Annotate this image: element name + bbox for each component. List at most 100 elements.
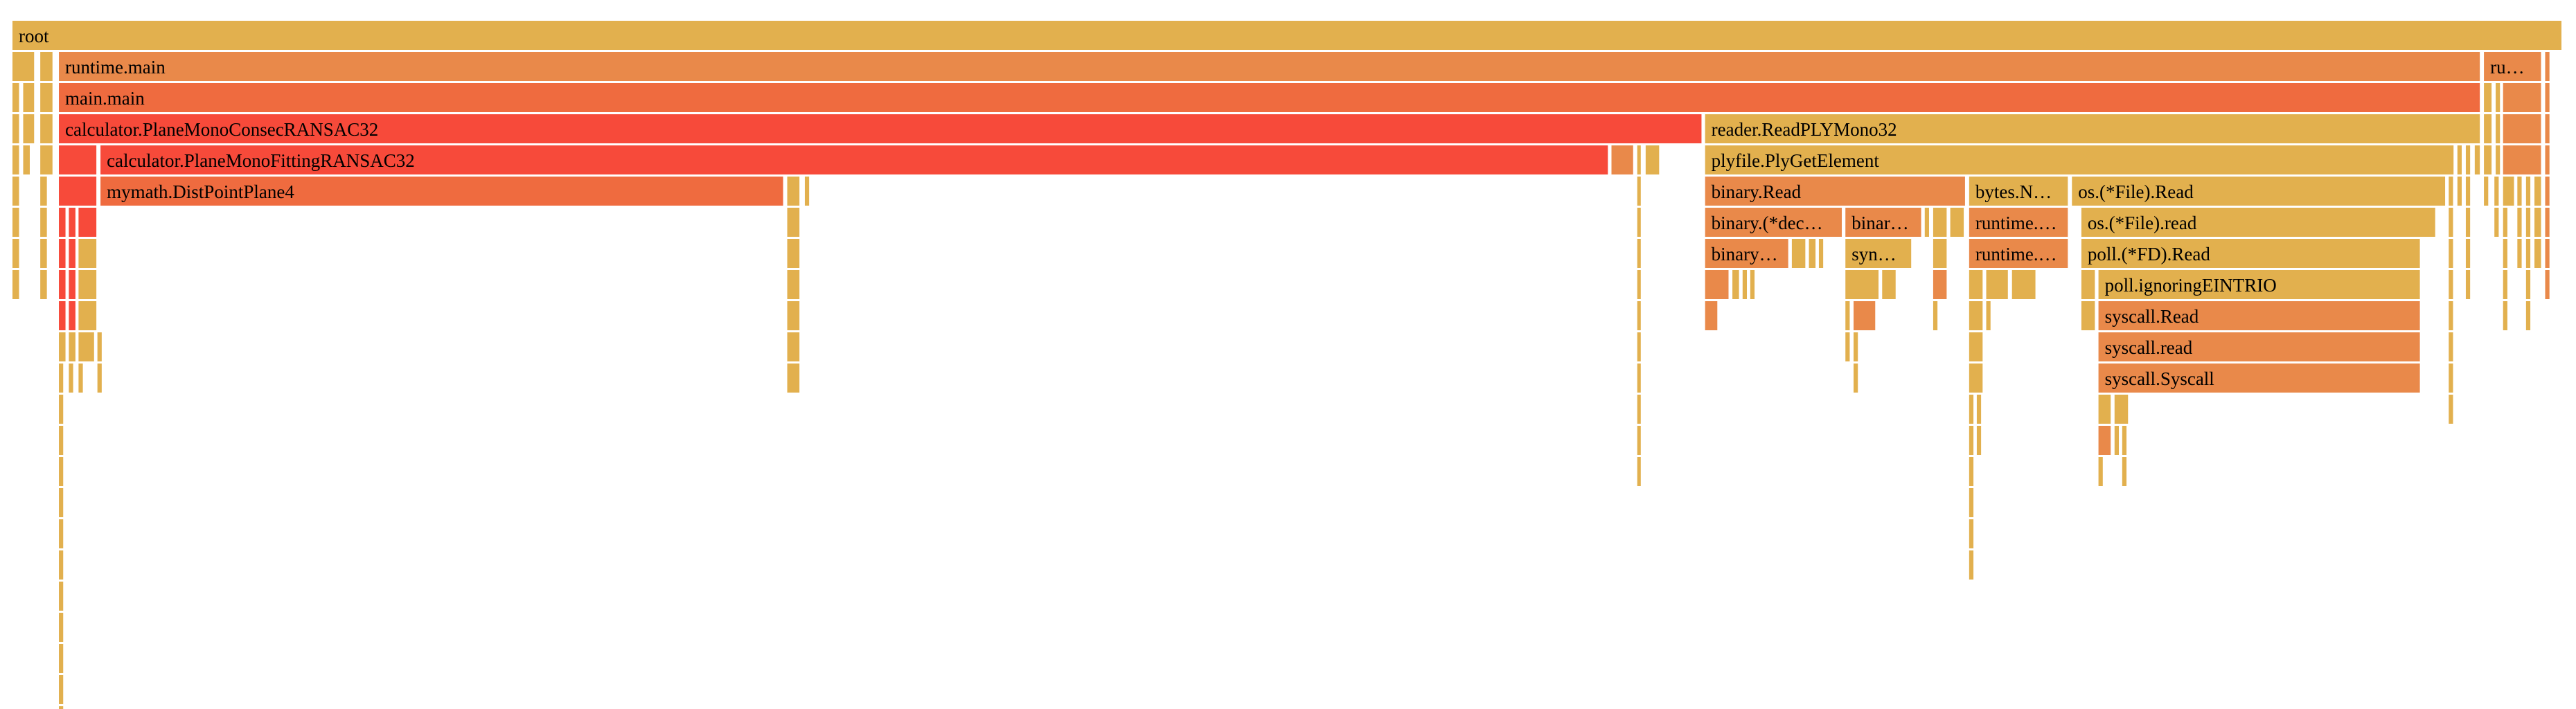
frame[interactable] — [2114, 395, 2129, 424]
frame[interactable] — [59, 519, 64, 548]
frame[interactable] — [2503, 239, 2507, 268]
frame[interactable] — [78, 364, 83, 393]
frame-bar[interactable] — [2545, 83, 2550, 112]
frame-bar[interactable] — [59, 426, 64, 455]
frame[interactable]: runtime.… — [1969, 239, 2068, 268]
frame-bar[interactable] — [1854, 301, 1876, 330]
frame[interactable] — [2525, 177, 2531, 206]
frame-bar[interactable] — [1791, 239, 1806, 268]
frame[interactable] — [40, 83, 53, 112]
frame[interactable] — [59, 332, 66, 361]
frame-bar[interactable] — [2545, 52, 2550, 81]
frame[interactable] — [787, 177, 800, 206]
frame-bar[interactable] — [12, 177, 19, 206]
frame[interactable] — [2449, 301, 2453, 330]
frame[interactable]: runtime.main — [59, 52, 2480, 81]
frame[interactable] — [787, 301, 800, 330]
frame[interactable] — [40, 52, 53, 81]
frame-bar[interactable] — [2494, 208, 2499, 237]
frame[interactable] — [1924, 208, 1929, 237]
frame[interactable] — [1637, 208, 1641, 237]
frame-bar[interactable] — [1705, 301, 1718, 330]
frame[interactable] — [2465, 145, 2471, 174]
frame-bar[interactable] — [2545, 270, 2550, 299]
frame-bar[interactable] — [40, 177, 47, 206]
frame-bar[interactable] — [1933, 239, 1947, 268]
frame-bar[interactable] — [1705, 208, 1842, 237]
frame[interactable] — [2503, 83, 2541, 112]
frame-bar[interactable] — [69, 301, 75, 330]
frame-bar[interactable] — [2545, 208, 2550, 237]
frame[interactable]: bytes.N… — [1969, 177, 2068, 206]
frame-bar[interactable] — [2503, 301, 2507, 330]
frame[interactable] — [97, 332, 102, 361]
frame-bar[interactable] — [100, 177, 783, 206]
frame[interactable] — [59, 426, 64, 455]
frame-bar[interactable] — [1637, 364, 1641, 393]
frame-bar[interactable] — [1637, 457, 1641, 486]
frame[interactable] — [1854, 332, 1858, 361]
frame[interactable] — [40, 177, 47, 206]
frame-bar[interactable] — [2081, 208, 2435, 237]
frame[interactable] — [1969, 426, 1974, 455]
frame-bar[interactable] — [2503, 208, 2507, 237]
frame-bar[interactable] — [1969, 395, 1974, 424]
frame-bar[interactable] — [1969, 457, 1974, 486]
frame[interactable] — [787, 239, 800, 268]
frame[interactable] — [1845, 270, 1879, 299]
frame[interactable]: poll.ignoringEINTRIO — [2098, 270, 2420, 299]
frame-bar[interactable] — [59, 488, 64, 517]
frame-bar[interactable] — [1969, 332, 1983, 361]
frame[interactable] — [2517, 177, 2522, 206]
frame[interactable] — [1969, 364, 1983, 393]
frame[interactable] — [2534, 239, 2541, 268]
frame[interactable] — [2503, 114, 2541, 143]
frame-bar[interactable] — [2465, 208, 2471, 237]
frame[interactable] — [2474, 145, 2480, 174]
frame-bar[interactable] — [59, 644, 64, 673]
frame-bar[interactable] — [787, 177, 800, 206]
frame[interactable] — [2484, 177, 2489, 206]
frame[interactable] — [1969, 332, 1983, 361]
frame[interactable] — [1986, 270, 2008, 299]
frame-bar[interactable] — [2503, 83, 2541, 112]
frame[interactable] — [2545, 270, 2550, 299]
frame-bar[interactable] — [40, 114, 53, 143]
frame[interactable] — [1976, 395, 1982, 424]
frame-bar[interactable] — [2534, 239, 2541, 268]
frame-bar[interactable] — [78, 239, 97, 268]
frame-bar[interactable] — [2525, 270, 2531, 299]
frame[interactable] — [2503, 145, 2541, 174]
frame-bar[interactable] — [2098, 426, 2111, 455]
frame-bar[interactable] — [59, 613, 64, 642]
frame-bar[interactable] — [12, 239, 19, 268]
frame-bar[interactable] — [1637, 270, 1641, 299]
frame-bar[interactable] — [59, 83, 2480, 112]
frame-bar[interactable] — [2098, 332, 2420, 361]
frame[interactable] — [78, 270, 97, 299]
frame[interactable] — [2545, 52, 2550, 81]
frame[interactable]: syn… — [1845, 239, 1912, 268]
frame-bar[interactable] — [78, 301, 97, 330]
frame[interactable] — [1969, 488, 1974, 517]
frame[interactable]: runtime.… — [1969, 208, 2068, 237]
frame-bar[interactable] — [2534, 177, 2541, 206]
frame[interactable] — [1637, 301, 1641, 330]
frame[interactable] — [2484, 114, 2492, 143]
frame-bar[interactable] — [1750, 270, 1755, 299]
frame[interactable] — [787, 208, 800, 237]
frame[interactable] — [2525, 239, 2531, 268]
frame-bar[interactable] — [1845, 301, 1850, 330]
frame[interactable] — [1882, 270, 1896, 299]
frame-bar[interactable] — [1986, 301, 1991, 330]
frame[interactable] — [2484, 145, 2492, 174]
frame-bar[interactable] — [1705, 177, 1965, 206]
frame-bar[interactable] — [40, 239, 47, 268]
frame[interactable] — [2545, 208, 2550, 237]
frame-bar[interactable] — [2011, 270, 2036, 299]
frame-bar[interactable] — [1705, 239, 1788, 268]
frame-bar[interactable] — [78, 332, 94, 361]
frame-bar[interactable] — [2081, 301, 2095, 330]
frame-bar[interactable] — [1986, 270, 2008, 299]
frame[interactable] — [23, 145, 30, 174]
